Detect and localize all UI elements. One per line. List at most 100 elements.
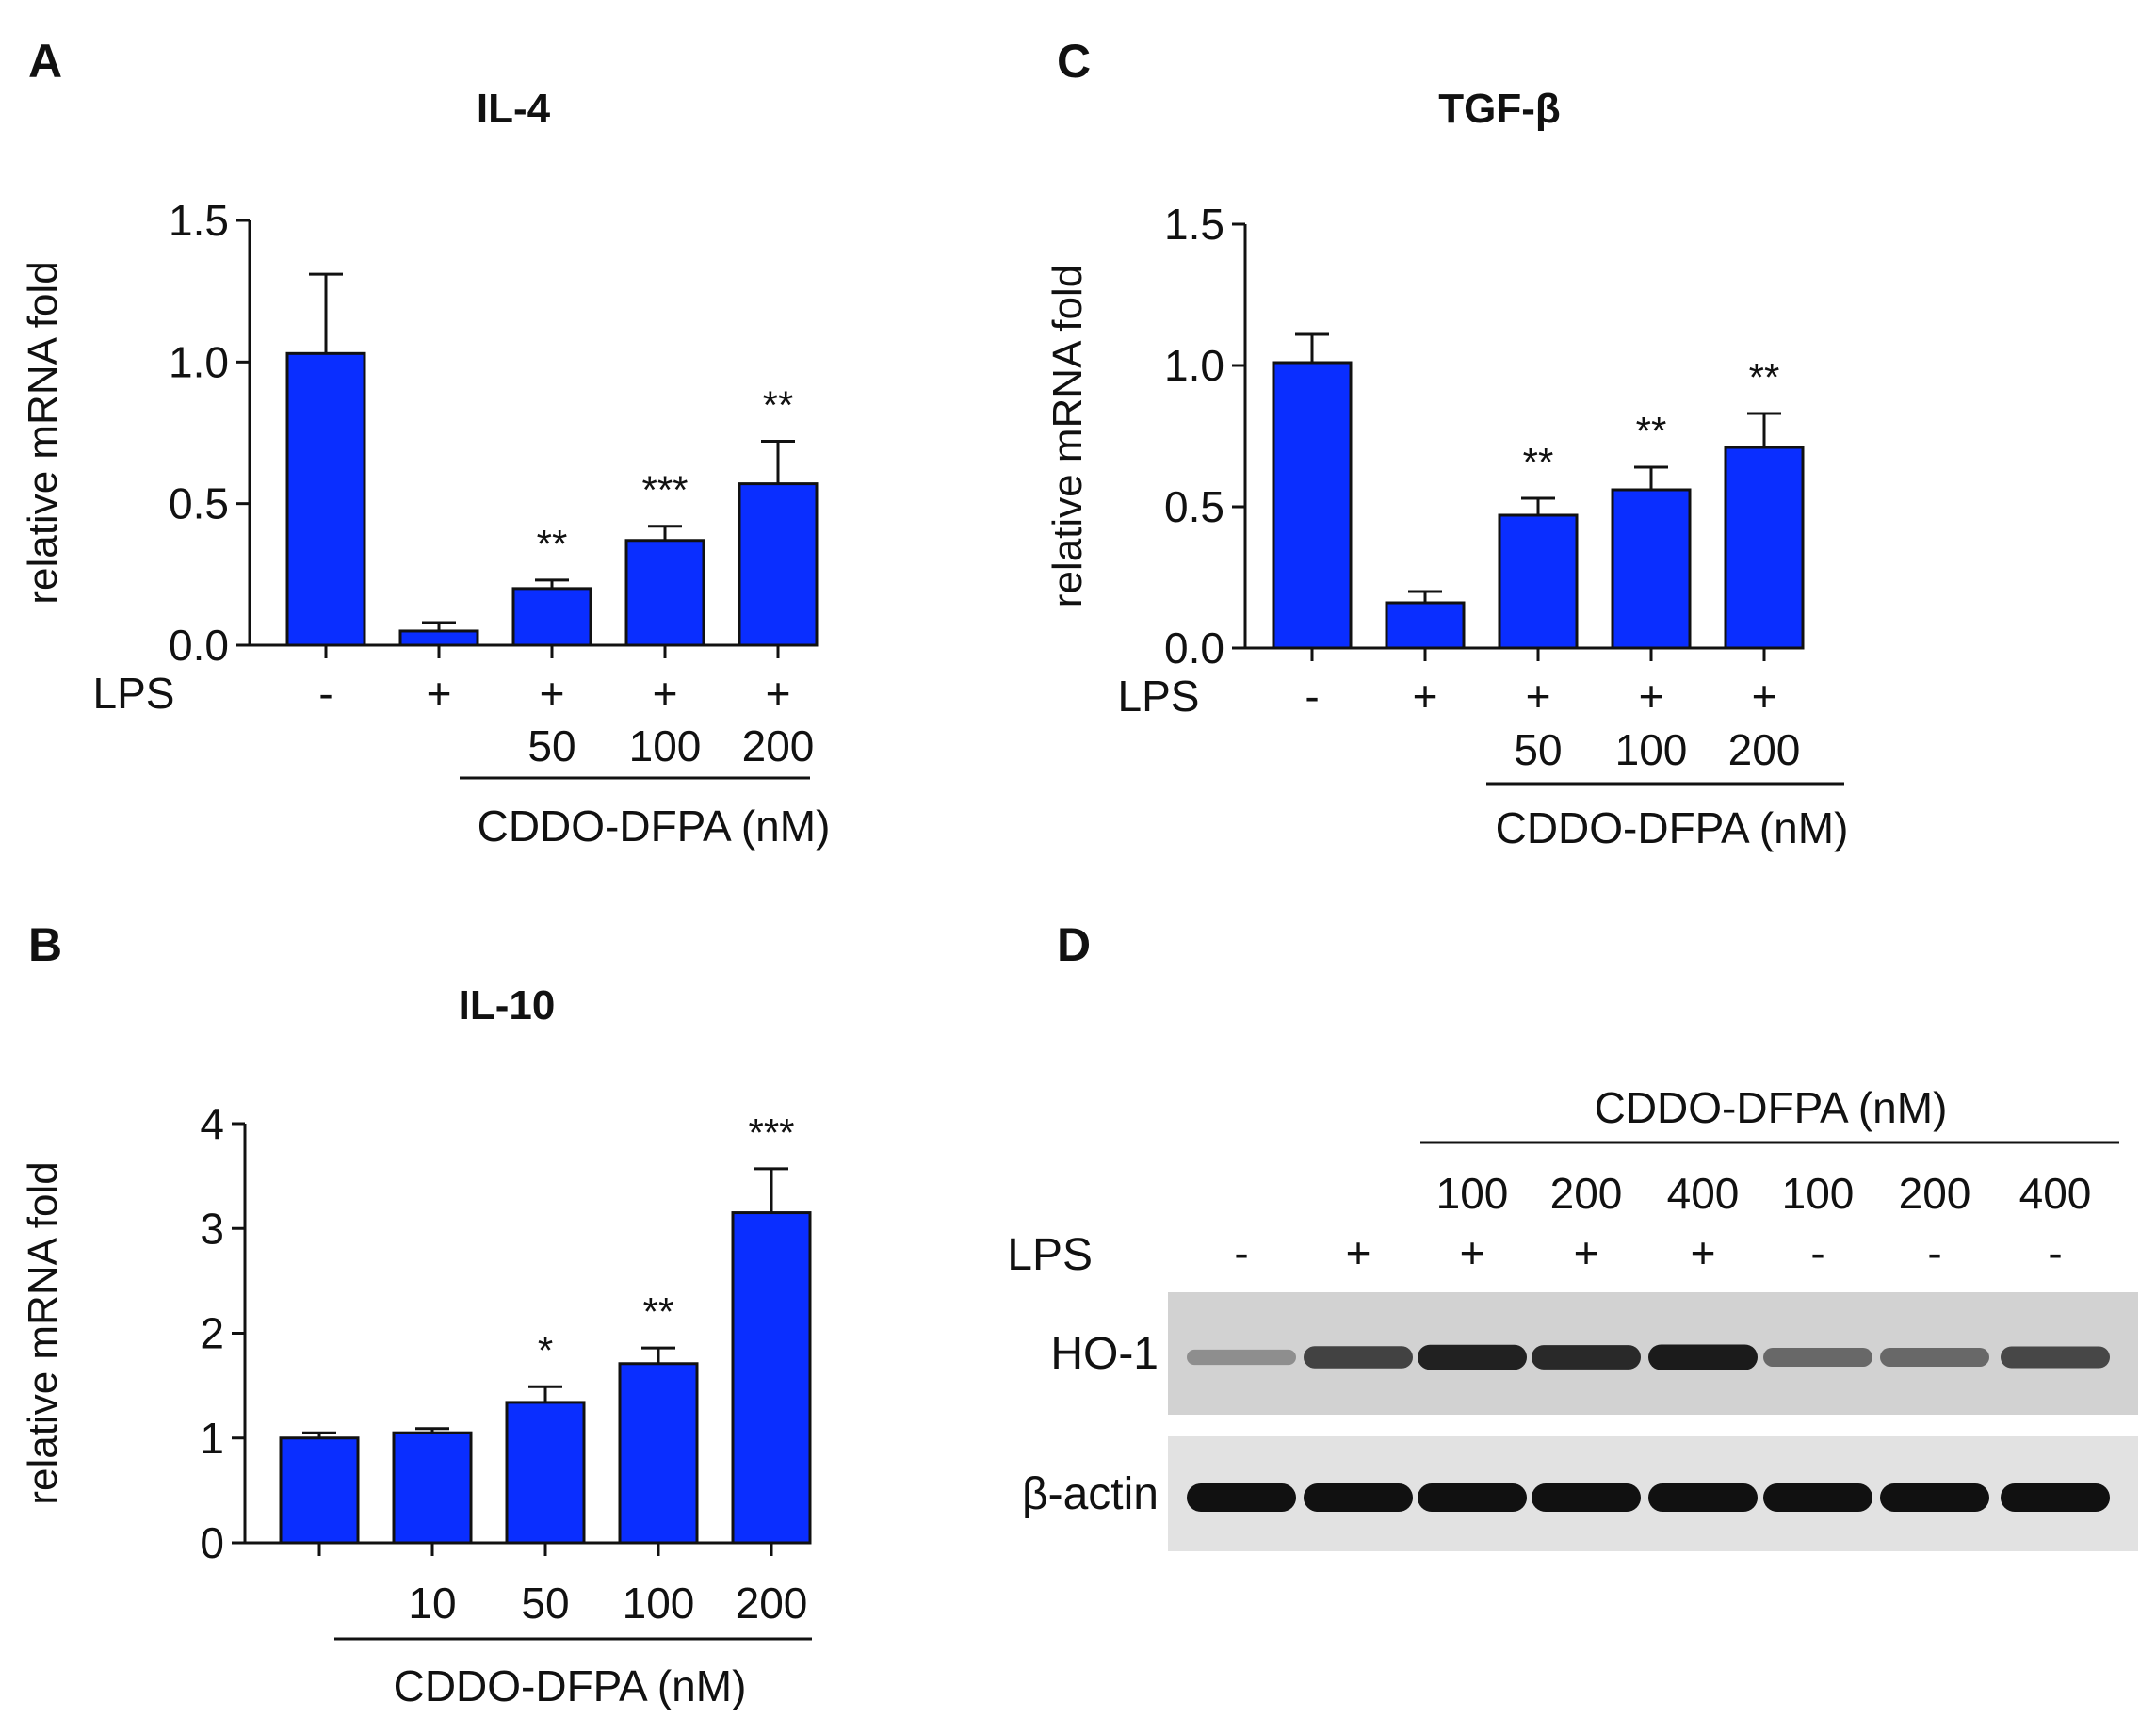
treatment-group-label: CDDO-DFPA (nM) (394, 1661, 747, 1710)
treatment-group-label: CDDO-DFPA (nM) (478, 802, 831, 851)
panel-letter-d: D (1057, 918, 1091, 971)
y-tick-label: 0.0 (1164, 624, 1224, 673)
blot-band (1418, 1344, 1527, 1370)
bar (511, 587, 592, 647)
bar (505, 1401, 586, 1545)
chart-title: TGF-β (1438, 86, 1561, 132)
lps-sign: + (1691, 1228, 1716, 1277)
lps-sign: - (1927, 1228, 1941, 1277)
y-tick-label: 3 (200, 1204, 224, 1253)
panel-letter-a: A (28, 35, 62, 88)
lps-row-label: LPS (93, 669, 175, 718)
bar (279, 1436, 360, 1545)
blot-band (1304, 1483, 1413, 1512)
dose-label: 200 (1899, 1169, 1971, 1218)
blot-band (1763, 1483, 1872, 1512)
bar (1498, 513, 1579, 650)
y-tick-label: 0.5 (1164, 482, 1224, 531)
lps-sign: + (1413, 672, 1438, 721)
dose-label: 50 (527, 721, 575, 770)
treatment-group-label: CDDO-DFPA (nM) (1496, 803, 1849, 852)
dose-label: 50 (1514, 725, 1562, 774)
significance-label: *** (748, 1110, 794, 1155)
beta-actin-label: β-actin (1022, 1469, 1159, 1519)
y-axis-title: relative mRNA fold (20, 1161, 66, 1504)
blot-band (1418, 1483, 1527, 1512)
dose-label: 100 (1782, 1169, 1855, 1218)
blot-band (1880, 1348, 1989, 1367)
y-axis-title: relative mRNA fold (20, 261, 66, 604)
dose-label: 50 (521, 1579, 569, 1628)
lps-sign: + (653, 669, 678, 718)
y-tick-label: 0 (200, 1518, 224, 1567)
blot-band (1648, 1483, 1758, 1512)
chart-title: IL-10 (459, 982, 556, 1029)
y-tick-label: 2 (200, 1309, 224, 1358)
bar (398, 629, 479, 647)
dose-label: 10 (408, 1579, 456, 1628)
panel-d-western-blot: D CDDO-DFPA (nM) 100 200 400 100 200 400 LPS - + + +… (1007, 918, 2138, 1551)
blot-band (1648, 1344, 1758, 1370)
y-tick-label: 1.5 (1164, 200, 1224, 249)
significance-label: *** (641, 468, 688, 512)
chart-c: C TGF-β 0.0 0.5 1.0 1.5 relative mRNA fold - + **… (1045, 35, 1848, 852)
lps-sign: + (766, 669, 791, 718)
significance-label: ** (1749, 355, 1780, 399)
lps-sign: + (1574, 1228, 1599, 1277)
significance-label: * (538, 1328, 553, 1372)
dose-label: 200 (742, 721, 815, 770)
blot-band (1880, 1483, 1989, 1512)
bar (618, 1362, 699, 1545)
blot-band (2001, 1483, 2110, 1512)
bar (1385, 601, 1466, 650)
bar (285, 351, 366, 647)
y-tick-label: 1.5 (169, 196, 229, 245)
blot-band (2001, 1346, 2110, 1369)
significance-label: ** (643, 1289, 674, 1334)
lps-sign: - (2048, 1228, 2062, 1277)
y-tick-label: 0.0 (169, 621, 229, 670)
lps-sign: - (1305, 672, 1319, 721)
dose-label: 100 (629, 721, 702, 770)
lps-sign: + (1752, 672, 1777, 721)
bar (1611, 488, 1692, 650)
blot-band (1187, 1483, 1296, 1512)
ho1-label: HO-1 (1050, 1329, 1159, 1379)
dose-label: 400 (1667, 1169, 1740, 1218)
lps-sign: + (427, 669, 452, 718)
lps-sign: + (1346, 1228, 1371, 1277)
bar (624, 539, 705, 647)
bar (392, 1431, 473, 1545)
significance-label: ** (1523, 440, 1554, 484)
y-tick-label: 1.0 (1164, 341, 1224, 390)
lps-row-label: LPS (1007, 1230, 1093, 1280)
lps-sign: - (318, 669, 332, 718)
dose-label: 100 (623, 1579, 695, 1628)
lps-sign: + (1460, 1228, 1485, 1277)
lps-row-label: LPS (1118, 672, 1200, 721)
significance-label: ** (763, 383, 794, 428)
bar (1272, 361, 1353, 650)
y-tick-label: 1 (200, 1414, 224, 1463)
dose-label: 200 (1550, 1169, 1623, 1218)
blot-band (1304, 1346, 1413, 1369)
y-tick-label: 4 (200, 1099, 224, 1148)
bar (731, 1211, 812, 1545)
dose-label: 400 (2019, 1169, 2092, 1218)
lps-sign: - (1810, 1228, 1824, 1277)
chart-b: B IL-10 0 1 2 3 4 relative mRNA fold 10 * 50 ** 100 *… (20, 918, 812, 1710)
panel-letter-b: B (28, 918, 62, 971)
significance-label: ** (1636, 409, 1667, 453)
dose-label: 100 (1436, 1169, 1509, 1218)
dose-label: 200 (736, 1579, 808, 1628)
lps-sign: + (1526, 672, 1551, 721)
blot-band (1532, 1483, 1641, 1512)
panel-letter-c: C (1057, 35, 1091, 88)
significance-label: ** (537, 522, 568, 566)
dose-label: 200 (1728, 725, 1801, 774)
y-axis-title: relative mRNA fold (1045, 265, 1091, 608)
lps-sign: + (540, 669, 565, 718)
blot-band (1532, 1345, 1641, 1370)
y-tick-label: 0.5 (169, 479, 229, 528)
